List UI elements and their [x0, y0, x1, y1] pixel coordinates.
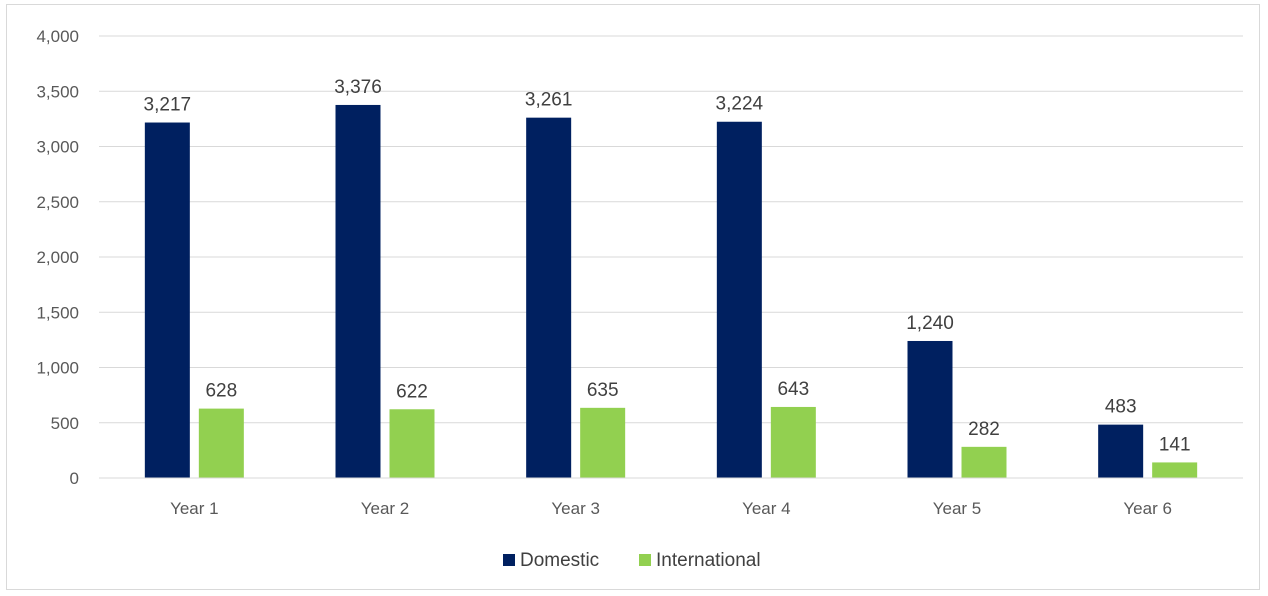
- data-label-domestic: 1,240: [906, 313, 954, 334]
- data-label-international: 622: [396, 381, 428, 402]
- bar-domestic: [335, 104, 381, 479]
- bar-international: [198, 408, 244, 478]
- data-label-domestic: 3,217: [144, 95, 192, 116]
- y-tick-label: 1,000: [36, 359, 79, 378]
- y-tick-label: 3,000: [36, 138, 79, 157]
- y-tick-label: 2,500: [36, 193, 79, 212]
- bar-domestic: [144, 122, 190, 479]
- bar-international: [389, 409, 435, 478]
- data-label-international: 635: [587, 380, 619, 401]
- x-tick-label: Year 2: [361, 499, 410, 518]
- data-label-domestic: 3,261: [525, 90, 573, 111]
- x-tick-label: Year 5: [933, 499, 982, 518]
- bar-international: [580, 407, 626, 478]
- legend-swatch-domestic: [503, 554, 515, 566]
- data-label-domestic: 3,376: [334, 77, 382, 98]
- data-label-international: 141: [1159, 434, 1191, 455]
- bar-domestic: [907, 340, 953, 478]
- data-label-international: 643: [777, 379, 809, 400]
- data-label-international: 282: [968, 419, 1000, 440]
- data-label-domestic: 483: [1105, 397, 1137, 418]
- data-label-international: 628: [205, 381, 237, 402]
- y-tick-label: 1,500: [36, 303, 79, 322]
- bar-domestic: [1098, 424, 1144, 478]
- legend-label-international: International: [656, 550, 761, 571]
- y-tick-label: 4,000: [36, 27, 79, 46]
- bar-domestic: [716, 121, 762, 479]
- bar-international: [1152, 462, 1198, 478]
- y-tick-label: 2,000: [36, 248, 79, 267]
- bar-international: [961, 446, 1007, 478]
- x-tick-label: Year 3: [551, 499, 600, 518]
- y-tick-label: 500: [51, 414, 79, 433]
- legend-swatch-international: [639, 554, 651, 566]
- y-tick-label: 3,500: [36, 82, 79, 101]
- bar-international: [770, 406, 816, 478]
- data-label-domestic: 3,224: [716, 94, 764, 115]
- x-tick-label: Year 4: [742, 499, 791, 518]
- chart-area: [6, 4, 1260, 590]
- bar-domestic: [526, 117, 572, 479]
- x-tick-label: Year 1: [170, 499, 219, 518]
- x-tick-label: Year 6: [1123, 499, 1172, 518]
- y-tick-label: 0: [70, 469, 79, 488]
- legend-label-domestic: Domestic: [520, 550, 599, 571]
